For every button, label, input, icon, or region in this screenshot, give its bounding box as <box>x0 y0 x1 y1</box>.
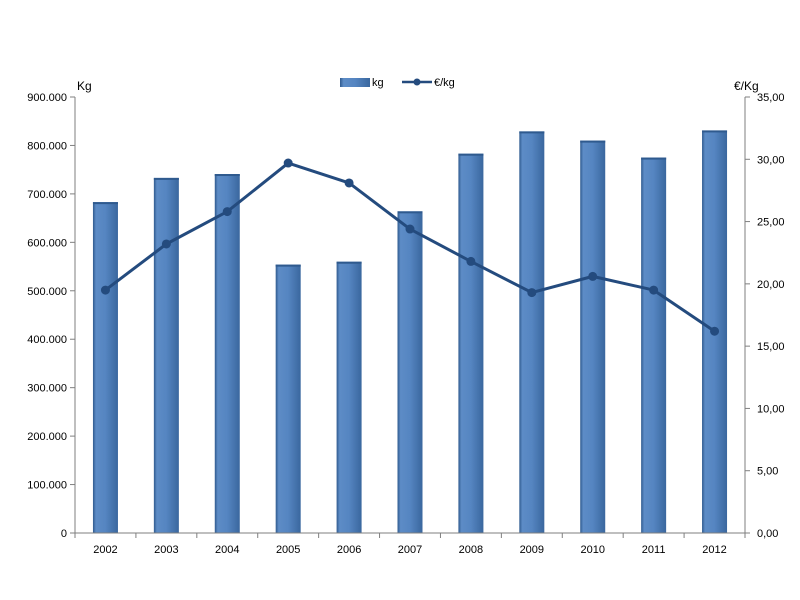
y-axis-title: Kg <box>77 79 92 93</box>
bar-top-2005 <box>275 264 301 267</box>
line-point-2003 <box>161 239 171 249</box>
bar-top-2003 <box>153 177 179 180</box>
line-point-2012 <box>710 326 720 336</box>
x-tick-label: 2006 <box>337 544 361 556</box>
y2-tick-label: 15,00 <box>757 341 785 353</box>
bar-top-2009 <box>519 131 545 134</box>
bar-top-2010 <box>580 140 606 143</box>
line-point-2010 <box>588 271 598 281</box>
legend-swatch-bar <box>340 78 370 87</box>
line-point-2005 <box>283 158 293 168</box>
bar-top-2006 <box>336 261 362 264</box>
bar-2006 <box>336 261 362 533</box>
x-tick-label: 2010 <box>580 544 604 556</box>
bar-top-2007 <box>397 211 423 214</box>
bar-top-2012 <box>702 130 728 133</box>
y2-tick-label: 0,00 <box>757 528 778 540</box>
x-tick-label: 2011 <box>642 544 666 556</box>
y-tick-label: 500.000 <box>27 286 67 298</box>
y-tick-label: 800.000 <box>27 140 67 152</box>
bar-2007 <box>397 211 423 533</box>
bar-2008 <box>458 153 484 533</box>
y-tick-label: 400.000 <box>27 334 67 346</box>
legend-swatch-marker <box>413 78 421 86</box>
line-point-2009 <box>527 288 537 298</box>
bar-2005 <box>275 264 301 533</box>
x-tick-label: 2007 <box>398 544 422 556</box>
bar-2004 <box>214 174 240 533</box>
bar-series <box>92 130 728 534</box>
line-point-2007 <box>405 224 415 234</box>
y-tick-label: 100.000 <box>27 480 67 492</box>
bar-top-2008 <box>458 153 484 156</box>
bar-top-2011 <box>641 157 667 160</box>
bar-top-2002 <box>92 202 118 205</box>
y-tick-label: 700.000 <box>27 189 67 201</box>
x-tick-label: 2004 <box>215 544 239 556</box>
y-tick-label: 900.000 <box>27 92 67 104</box>
line-series <box>100 158 720 336</box>
line-point-2002 <box>100 285 110 295</box>
bar-2010 <box>580 140 606 533</box>
x-tick-label: 2009 <box>520 544 544 556</box>
y2-tick-label: 20,00 <box>757 279 785 291</box>
bar-2003 <box>153 177 179 533</box>
legend-label-bar: kg <box>372 77 384 89</box>
y2-tick-label: 30,00 <box>757 154 785 166</box>
y2-tick-label: 25,00 <box>757 217 785 229</box>
line-point-2006 <box>344 178 354 188</box>
x-tick-label: 2008 <box>459 544 483 556</box>
tick-labels: 0 100.000 200.000 300.000 400.000 500.000 600.… <box>27 92 784 556</box>
axes <box>70 96 750 538</box>
legend-label-line: €/kg <box>434 77 455 89</box>
bar-top-2004 <box>214 174 240 177</box>
y2-axis-title: €/Kg <box>734 79 759 93</box>
bar-2011 <box>641 157 667 534</box>
y2-tick-label: 5,00 <box>757 466 778 478</box>
line-point-2008 <box>466 256 476 266</box>
line-point-2004 <box>222 207 232 217</box>
x-tick-label: 2005 <box>276 544 300 556</box>
y2-tick-label: 35,00 <box>757 92 785 104</box>
bar-2009 <box>519 131 545 533</box>
y-tick-label: 600.000 <box>27 237 67 249</box>
bar-2002 <box>92 202 118 533</box>
y-tick-label: 0 <box>61 528 67 540</box>
y-tick-label: 200.000 <box>27 431 67 443</box>
line-point-2011 <box>649 285 659 295</box>
x-tick-label: 2002 <box>93 544 117 556</box>
y2-tick-label: 10,00 <box>757 403 785 415</box>
y-tick-label: 300.000 <box>27 383 67 395</box>
x-tick-label: 2012 <box>702 544 726 556</box>
legend: kg €/kg <box>340 77 455 89</box>
x-tick-label: 2003 <box>154 544 178 556</box>
